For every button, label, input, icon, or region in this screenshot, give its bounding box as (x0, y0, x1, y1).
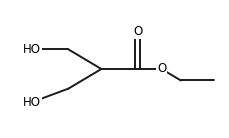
Text: HO: HO (23, 43, 41, 56)
Text: O: O (133, 25, 142, 38)
Text: HO: HO (23, 96, 41, 109)
Text: O: O (156, 63, 166, 75)
